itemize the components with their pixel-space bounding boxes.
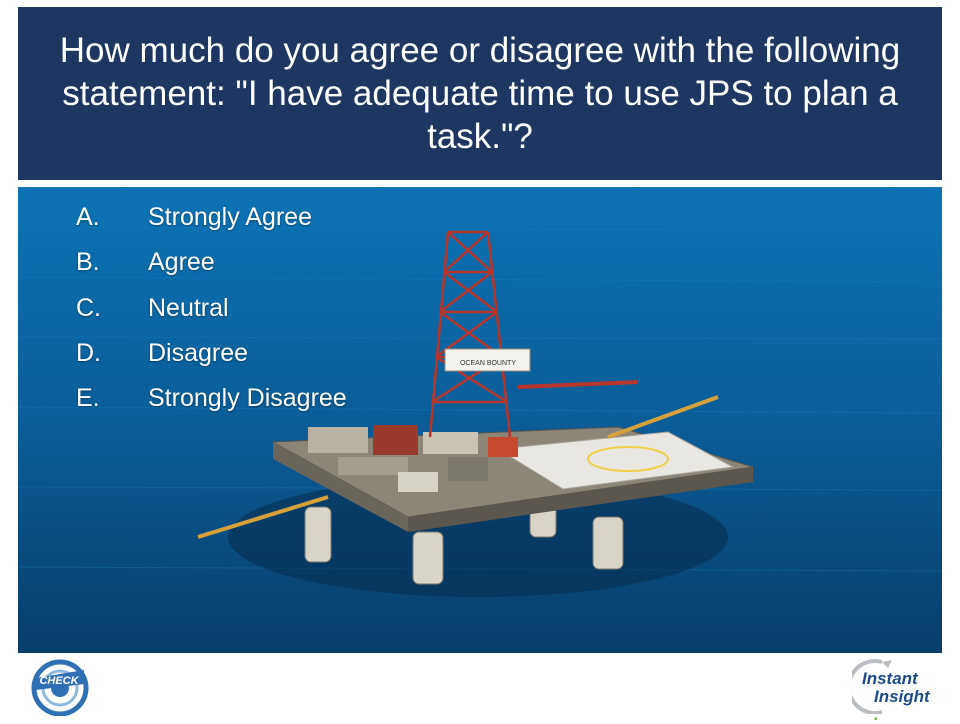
option-label: Strongly Disagree [148,384,347,413]
instant-insight-logo-text: Instant Insight. [862,670,930,724]
check-logo-icon: CHECK [31,659,89,716]
option-b[interactable]: B. Agree [58,240,347,285]
option-label: Neutral [148,293,229,322]
option-e[interactable]: E. Strongly Disagree [58,376,347,421]
logo-dot: . [874,705,879,724]
option-letter: C. [76,293,101,322]
logo-line-insight: Insight. [862,688,930,724]
option-letter: E. [76,384,100,413]
platform-sign: OCEAN BOUNTY [460,360,516,367]
logo-line-insight-text: Insight [874,687,930,706]
option-label: Strongly Agree [148,203,312,232]
oil-rig-illustration: OCEAN BOUNTY [18,187,942,653]
option-label: Disagree [148,339,249,368]
oil-rig-photo: OCEAN BOUNTY [18,187,942,653]
title-bar: How much do you agree or disagree with t… [18,7,942,180]
question-title: How much do you agree or disagree with t… [59,31,901,156]
option-letter: B. [76,248,100,277]
option-a[interactable]: A. Strongly Agree [58,195,347,240]
option-d[interactable]: D. Disagree [58,331,347,376]
check-logo-text: CHECK [39,675,79,687]
option-c[interactable]: C. Neutral [58,286,347,331]
option-letter: D. [76,339,101,368]
answer-options: A. Strongly Agree B. Agree C. Neutral D.… [58,195,347,421]
instant-insight-logo-icon [852,659,892,714]
logo-line-instant: Instant [862,669,918,688]
option-letter: A. [76,203,100,232]
option-label: Agree [148,248,215,277]
